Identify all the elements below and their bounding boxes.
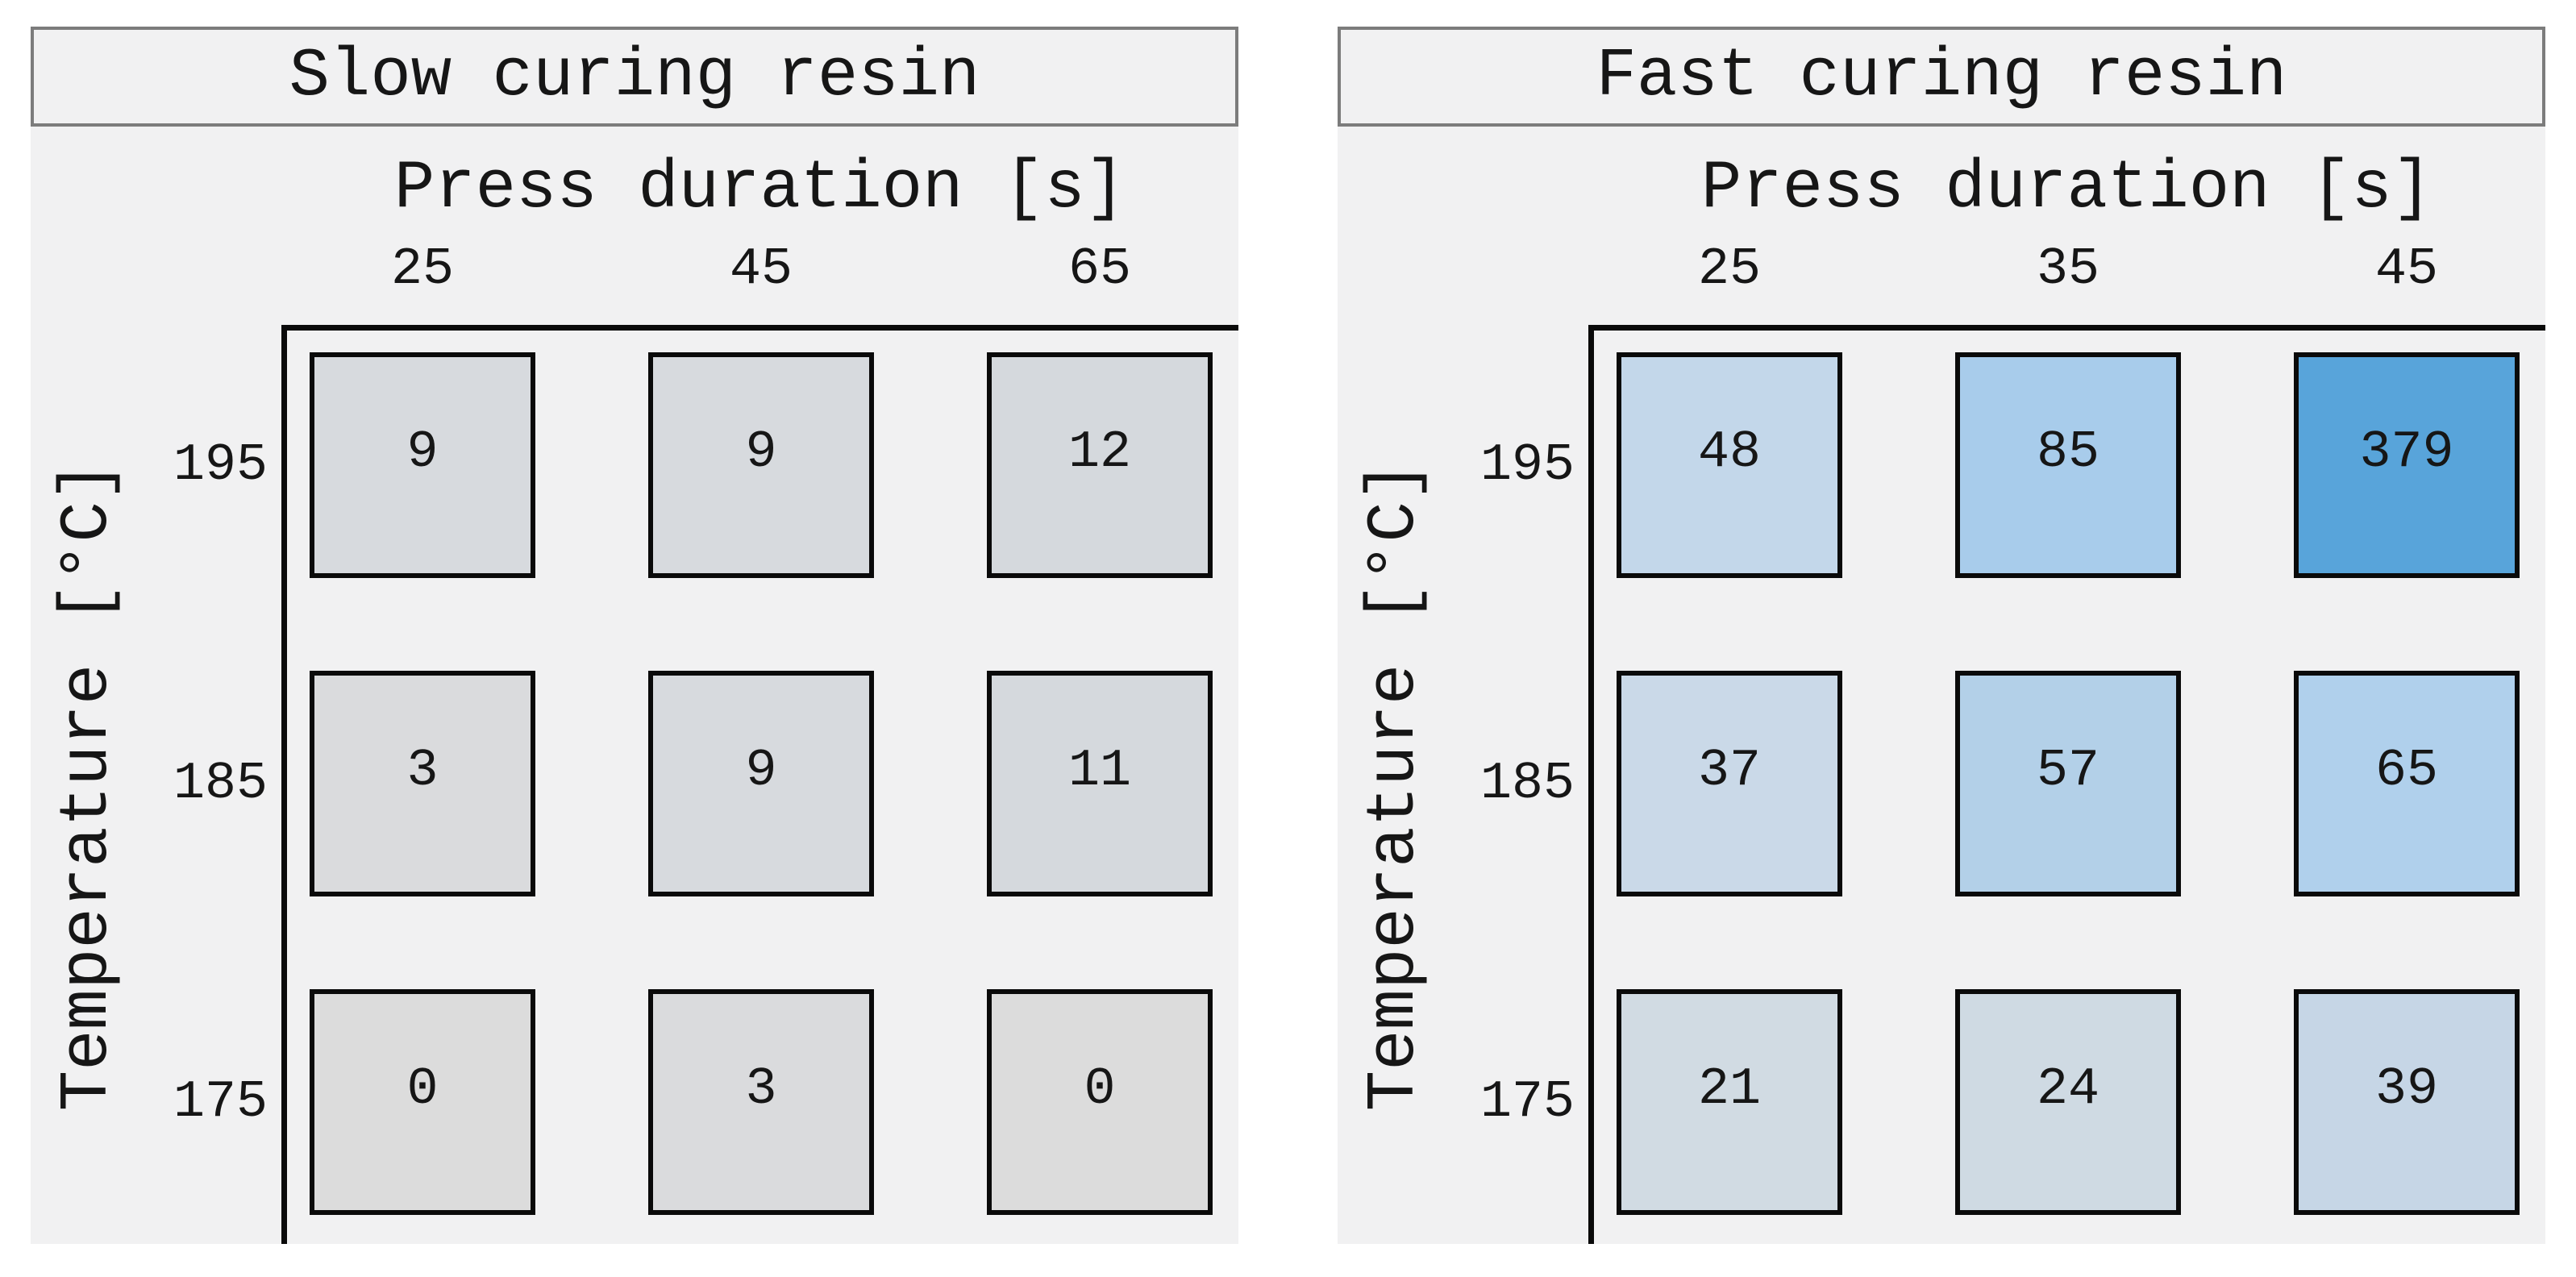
- cell-value: 37: [1697, 741, 1761, 801]
- cell-value: 0: [406, 1059, 439, 1119]
- cell-value: 0: [1084, 1059, 1116, 1119]
- row-tick: 195: [1479, 435, 1575, 495]
- col-axis-label: Press duration [s]: [1700, 151, 2433, 227]
- cell-value: 24: [2036, 1059, 2100, 1119]
- heatmap-cell: 9: [310, 352, 535, 578]
- col-tick: 25: [390, 239, 454, 299]
- heatmap-cell: 379: [2294, 352, 2520, 578]
- heatmap-cell: 3: [648, 989, 874, 1215]
- panel-title: Slow curing resin: [289, 38, 980, 115]
- heatmap-cell: 11: [987, 671, 1213, 896]
- cell-value: 11: [1067, 741, 1131, 801]
- heatmap-cell: 57: [1955, 671, 2181, 896]
- cell-value: 65: [2374, 741, 2438, 801]
- axis-line-left: [281, 325, 287, 1244]
- heatmap-cell: 39: [2294, 989, 2520, 1215]
- col-axis-label: Press duration [s]: [393, 151, 1126, 227]
- col-tick: 65: [1067, 239, 1131, 299]
- cell-value: 3: [406, 741, 439, 801]
- heatmap-cell: 12: [987, 352, 1213, 578]
- cell-value: 12: [1067, 422, 1131, 482]
- heatmap-cell: 0: [310, 989, 535, 1215]
- cell-value: 85: [2036, 422, 2100, 482]
- heatmap-cell: 0: [987, 989, 1213, 1215]
- panel-fast-curing-resin: Fast curing resin Press duration [s] 25 …: [1338, 0, 2545, 1277]
- cell-value: 39: [2374, 1059, 2438, 1119]
- col-tick: 45: [729, 239, 793, 299]
- heatmap-cell: 48: [1617, 352, 1842, 578]
- cell-value: 9: [745, 741, 777, 801]
- cell-value: 379: [2359, 422, 2454, 482]
- axis-line-top: [1588, 325, 2545, 331]
- col-tick: 25: [1697, 239, 1761, 299]
- row-tick: 195: [173, 435, 268, 495]
- cell-value: 21: [1697, 1059, 1761, 1119]
- row-tick: 175: [1479, 1072, 1575, 1132]
- panel-title-box: Fast curing resin: [1338, 27, 2545, 127]
- panel-title-box: Slow curing resin: [31, 27, 1238, 127]
- heatmap-cell: 9: [648, 352, 874, 578]
- panel-title: Fast curing resin: [1596, 38, 2287, 115]
- axis-line-left: [1588, 325, 1594, 1244]
- heatmap-cell: 21: [1617, 989, 1842, 1215]
- row-tick: 185: [1479, 754, 1575, 813]
- heatmap-cell: 3: [310, 671, 535, 896]
- heatmap-cell: 37: [1617, 671, 1842, 896]
- col-tick: 35: [2036, 239, 2100, 299]
- col-tick: 45: [2374, 239, 2438, 299]
- panel-slow-curing-resin: Slow curing resin Press duration [s] 25 …: [31, 0, 1238, 1277]
- cell-value: 9: [406, 422, 439, 482]
- heatmap-cell: 65: [2294, 671, 2520, 896]
- row-tick: 175: [173, 1072, 268, 1132]
- heatmap-cell: 9: [648, 671, 874, 896]
- cell-value: 3: [745, 1059, 777, 1119]
- heatmap-cell: 24: [1955, 989, 2181, 1215]
- heatmap-cell: 85: [1955, 352, 2181, 578]
- cell-value: 57: [2036, 741, 2100, 801]
- axis-line-top: [281, 325, 1238, 331]
- cell-value: 48: [1697, 422, 1761, 482]
- row-tick: 185: [173, 754, 268, 813]
- cell-value: 9: [745, 422, 777, 482]
